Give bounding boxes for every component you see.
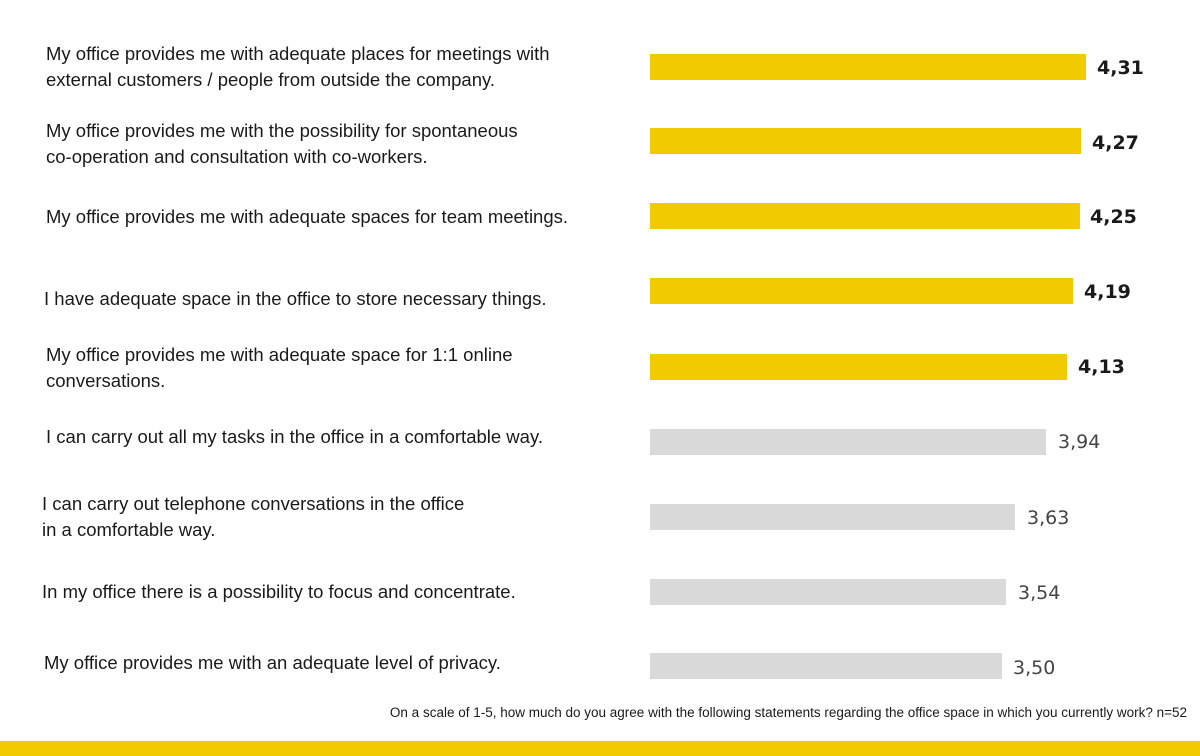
bar <box>650 278 1073 304</box>
bar-value: 4,27 <box>1092 132 1139 154</box>
row-label: My office provides me with an adequate l… <box>44 652 501 673</box>
row-label: My office provides me with adequate spac… <box>46 344 513 391</box>
bar-value: 4,25 <box>1090 206 1137 228</box>
bar <box>650 128 1081 154</box>
row-label: My office provides me with adequate spac… <box>46 206 569 227</box>
bar-value: 3,63 <box>1027 507 1070 529</box>
survey-footnote: On a scale of 1-5, how much do you agree… <box>389 705 1187 720</box>
row-label: I can carry out all my tasks in the offi… <box>46 426 543 447</box>
bar <box>650 579 1006 605</box>
bottom-accent-band <box>0 741 1200 756</box>
bar-value: 3,94 <box>1058 431 1101 453</box>
bar-value: 3,50 <box>1013 657 1056 679</box>
row-label: My office provides me with adequate plac… <box>46 43 550 90</box>
bar <box>650 429 1046 455</box>
bar-value: 4,13 <box>1078 356 1125 378</box>
bar-value: 4,19 <box>1084 281 1131 303</box>
bar <box>650 54 1086 80</box>
bar-value: 4,31 <box>1097 57 1144 79</box>
bar <box>650 504 1015 530</box>
bar-value: 3,54 <box>1018 582 1061 604</box>
bar <box>650 354 1067 380</box>
row-label: I can carry out telephone conversations … <box>42 493 465 540</box>
row-label: I have adequate space in the office to s… <box>44 288 547 309</box>
row-label: In my office there is a possibility to f… <box>42 581 516 602</box>
bar <box>650 203 1080 229</box>
row-label: My office provides me with the possibili… <box>46 120 518 167</box>
bar <box>650 653 1002 679</box>
